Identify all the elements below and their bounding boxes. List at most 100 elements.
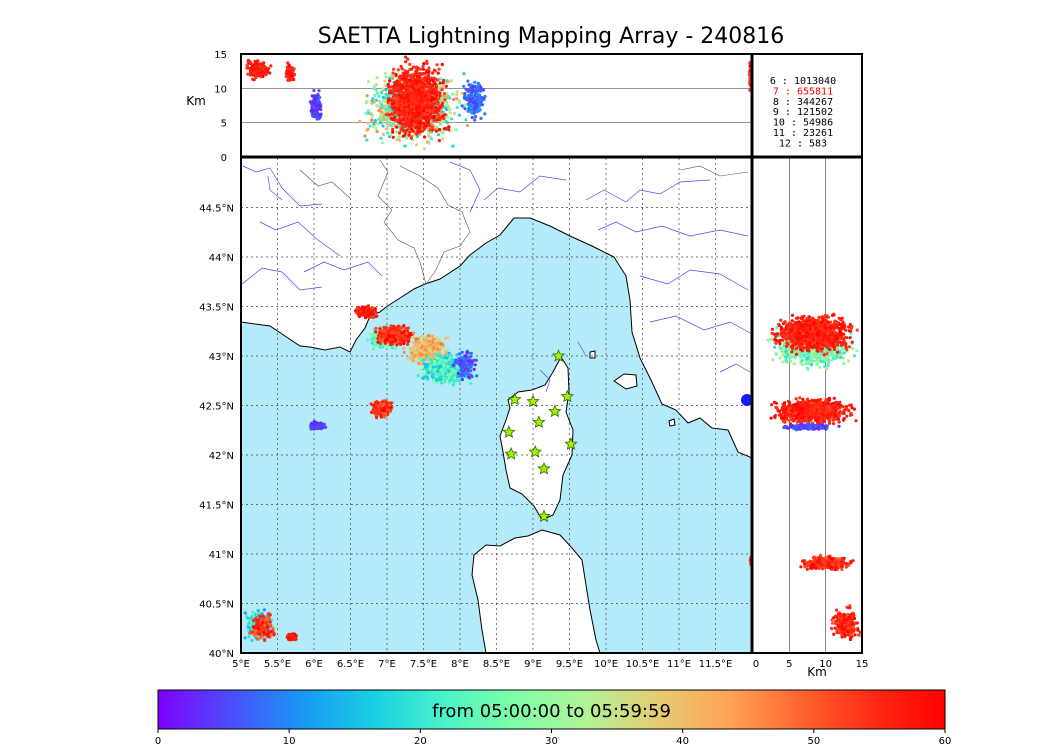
lightning-source-point <box>440 88 444 92</box>
lightning-source-point <box>442 369 446 373</box>
lightning-source-point <box>405 108 409 112</box>
lightning-source-point <box>463 107 467 111</box>
lightning-source-point <box>395 125 399 129</box>
lightning-source-point <box>432 378 436 382</box>
lightning-source-point <box>370 306 374 310</box>
lightning-source-point <box>393 118 397 122</box>
lightning-source-point <box>429 358 433 362</box>
rivers <box>241 161 752 393</box>
lightning-source-point <box>269 64 273 68</box>
lightning-source-point <box>419 120 423 124</box>
lightning-source-point <box>311 114 315 118</box>
lightning-source-point <box>407 333 411 337</box>
lightning-source-point <box>423 351 427 355</box>
lightning-source-point <box>456 371 460 375</box>
lightning-source-point <box>252 78 256 82</box>
lightning-source-point <box>362 306 366 311</box>
lightning-source-point <box>423 78 427 82</box>
lightning-source-point <box>427 339 431 343</box>
lightning-source-point <box>431 83 435 87</box>
lightning-source-point <box>384 112 388 117</box>
lightning-source-point <box>410 100 415 104</box>
lightning-source-point <box>411 358 415 362</box>
lightning-source-point <box>406 342 410 346</box>
lightning-source-point <box>390 102 394 106</box>
lightning-source-point <box>445 353 449 357</box>
lightning-source-point <box>425 70 429 74</box>
lightning-source-point <box>408 62 412 66</box>
lightning-source-point <box>480 87 485 91</box>
lightning-source-point <box>317 107 321 111</box>
lightning-source-point <box>389 116 393 120</box>
lightning-source-point <box>357 305 361 309</box>
lightning-source-point <box>482 96 486 100</box>
lightning-source-point <box>430 334 434 338</box>
lightning-source-point <box>427 69 431 73</box>
lightning-source-point <box>463 92 467 96</box>
lightning-source-point <box>439 111 443 115</box>
lightning-source-point <box>387 113 391 117</box>
lightning-source-point <box>458 352 462 356</box>
lightning-source-point <box>470 115 474 120</box>
lightning-source-point <box>427 66 431 70</box>
lightning-source-point <box>473 80 477 84</box>
lightning-source-point <box>394 72 398 76</box>
lightning-source-point <box>446 115 450 119</box>
lightning-source-point <box>389 74 393 78</box>
lightning-source-point <box>429 113 433 117</box>
lightning-source-point <box>414 126 419 130</box>
lightning-source-point <box>258 65 262 69</box>
lightning-source-point <box>422 117 426 121</box>
lightning-source-point <box>264 67 268 71</box>
lightning-source-point <box>366 304 370 308</box>
lightning-source-point <box>395 130 399 134</box>
river-line <box>649 315 752 335</box>
lightning-source-point <box>384 400 388 404</box>
lightning-source-point <box>367 80 371 84</box>
lightning-source-point <box>427 346 431 350</box>
land-france-italy <box>241 158 752 459</box>
lightning-source-point <box>400 338 404 342</box>
lightning-source-point <box>460 377 464 382</box>
lightning-source-point <box>359 310 363 314</box>
lightning-source-point <box>259 73 263 77</box>
river-line <box>539 369 551 393</box>
lightning-source-point <box>404 60 408 64</box>
lightning-source-point <box>400 67 404 71</box>
lightning-source-point <box>450 367 454 371</box>
lightning-source-point <box>366 309 370 313</box>
lightning-source-point <box>378 337 382 341</box>
lightning-source-point <box>396 68 400 72</box>
lightning-source-point <box>402 77 407 81</box>
count-table-panel <box>753 54 862 157</box>
lightning-source-point <box>419 368 423 372</box>
lightning-source-point <box>432 345 436 349</box>
lightning-source-point <box>398 111 402 115</box>
lightning-source-point <box>324 425 328 429</box>
lightning-source-point <box>398 326 402 330</box>
river-line <box>259 221 341 257</box>
land-giglio <box>668 418 676 427</box>
lightning-source-point <box>429 370 433 374</box>
lightning-source-point <box>402 101 406 105</box>
lightning-source-point <box>392 98 396 102</box>
lightning-source-point <box>406 326 410 330</box>
lightning-source-point <box>403 86 407 90</box>
lightning-source-point <box>382 110 386 114</box>
lightning-source-point <box>396 340 400 344</box>
lightning-source-point <box>423 339 427 343</box>
lightning-source-point <box>314 115 318 119</box>
lightning-source-point <box>436 71 440 75</box>
lightning-source-point <box>316 421 320 425</box>
lightning-source-point <box>404 131 408 135</box>
lightning-source-point <box>468 94 473 98</box>
lightning-source-point <box>462 374 466 378</box>
lightning-source-point <box>397 101 401 105</box>
lightning-source-point <box>473 363 477 367</box>
lightning-source-point <box>369 410 374 414</box>
lightning-source-point <box>358 119 362 124</box>
lightning-source-point <box>372 124 376 128</box>
lightning-source-point <box>414 66 418 70</box>
lightning-source-point <box>422 82 426 86</box>
river-line <box>483 175 567 201</box>
